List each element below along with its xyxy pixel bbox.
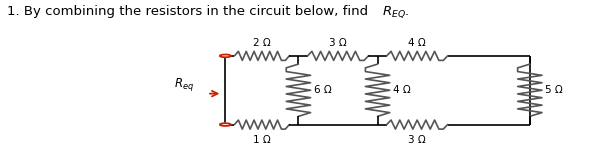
Text: 3 Ω: 3 Ω (408, 135, 426, 145)
Text: 4 Ω: 4 Ω (408, 38, 426, 48)
Circle shape (220, 55, 230, 57)
Text: $R_{EQ}$.: $R_{EQ}$. (382, 5, 409, 20)
Text: 4 Ω: 4 Ω (393, 85, 410, 95)
Text: 1 Ω: 1 Ω (253, 135, 271, 145)
Text: 1. By combining the resistors in the circuit below, find: 1. By combining the resistors in the cir… (7, 5, 373, 18)
Circle shape (220, 123, 230, 126)
Text: 3 Ω: 3 Ω (329, 38, 347, 48)
Text: 2 Ω: 2 Ω (253, 38, 271, 48)
Text: 5 Ω: 5 Ω (545, 85, 563, 95)
Text: 6 Ω: 6 Ω (314, 85, 331, 95)
Text: $R_{eq}$: $R_{eq}$ (174, 76, 194, 93)
